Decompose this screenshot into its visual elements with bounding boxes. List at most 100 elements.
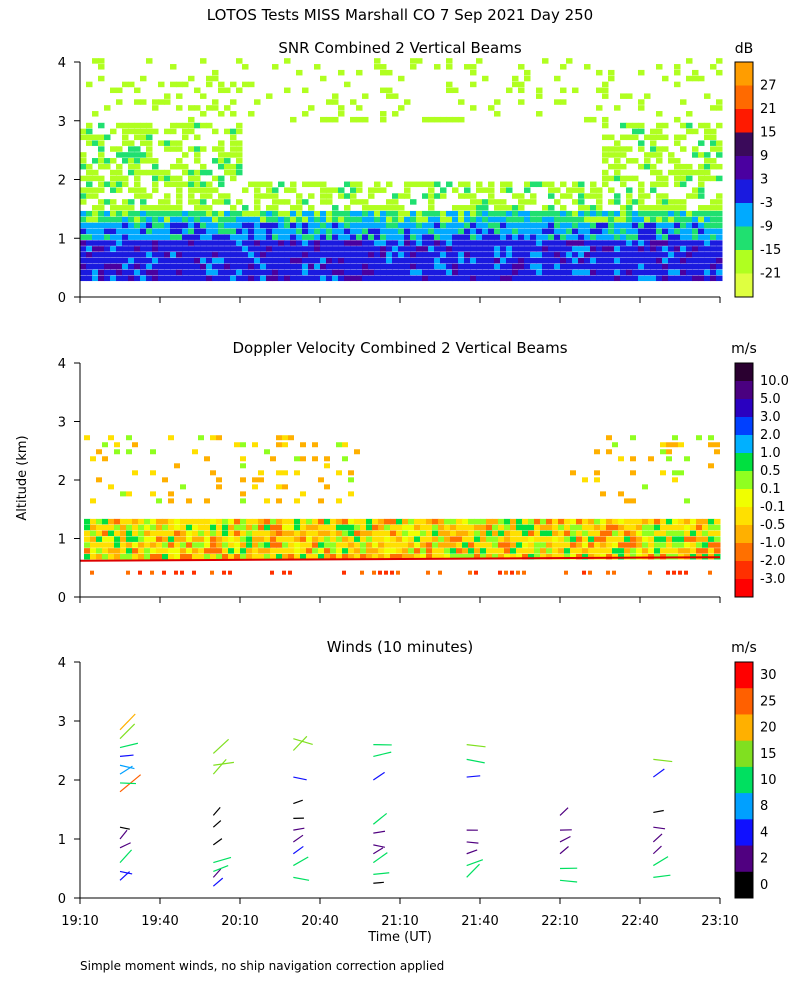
snr-cell [494, 252, 501, 258]
snr-cell [176, 193, 183, 199]
snr-cell [542, 246, 549, 252]
snr-cell [512, 252, 519, 258]
snr-cell [458, 240, 465, 246]
doppler-cell [168, 435, 174, 441]
snr-cell [314, 228, 321, 235]
doppler-cell [348, 530, 355, 537]
snr-cell [608, 69, 615, 76]
snr-cell [338, 69, 345, 76]
snr-cell [716, 216, 723, 223]
snr-cell [134, 99, 141, 105]
snr-cell [164, 269, 171, 276]
snr-cell [500, 246, 507, 252]
snr-cell [194, 246, 201, 252]
wind-vector [653, 856, 669, 867]
snr-cell [284, 252, 291, 258]
snr-cell [638, 275, 645, 282]
snr-cell [98, 163, 105, 170]
doppler-cell [240, 518, 247, 525]
snr-cell [542, 210, 549, 217]
snr-cell [464, 216, 471, 223]
snr-cell [140, 134, 147, 141]
snr-cell [386, 257, 393, 264]
doppler-cell [564, 524, 571, 531]
snr-cell [302, 216, 309, 223]
snr-cell [446, 58, 453, 64]
snr-cell [140, 228, 147, 235]
doppler-cell [672, 536, 679, 542]
snr-cell [638, 252, 645, 258]
doppler-cell [600, 553, 607, 560]
snr-cell [356, 116, 363, 123]
doppler-cell [558, 548, 565, 554]
snr-cell [98, 181, 105, 188]
snr-cell [386, 240, 393, 246]
snr-cell [632, 210, 639, 217]
snr-cell [698, 210, 705, 217]
doppler-cell [630, 530, 637, 537]
doppler-cell [300, 530, 307, 537]
snr-cell [326, 228, 333, 235]
snr-cell [698, 275, 705, 282]
snr-cell [716, 140, 723, 146]
snr-cell [596, 257, 603, 264]
snr-cell [548, 263, 555, 270]
snr-cell [284, 257, 291, 264]
snr-cell [278, 257, 285, 264]
snr-cell [620, 246, 627, 252]
snr-cell [176, 199, 183, 205]
snr-cell [104, 263, 111, 270]
doppler-cell [624, 536, 631, 542]
figure-title: LOTOS Tests MISS Marshall CO 7 Sep 2021 … [207, 6, 593, 24]
doppler-cell [324, 524, 331, 531]
snr-cell [584, 193, 591, 199]
snr-cell [302, 275, 309, 282]
doppler-title: Doppler Velocity Combined 2 Vertical Bea… [232, 339, 567, 357]
snr-cell [236, 246, 243, 252]
snr-cell [152, 246, 159, 252]
snr-cell [608, 269, 615, 276]
snr-cell [290, 116, 297, 123]
snr-cell [182, 152, 189, 158]
snr-cell [710, 105, 717, 111]
footnote: Simple moment winds, no ship navigation … [80, 959, 444, 973]
doppler-cell [372, 542, 379, 548]
snr-cell [428, 210, 435, 217]
snr-cell [380, 257, 387, 264]
snr-cell [242, 222, 249, 229]
doppler-cell [132, 542, 139, 548]
snr-cell [146, 257, 153, 264]
doppler-cell [408, 536, 415, 542]
snr-cell [224, 228, 231, 235]
snr-cell [572, 257, 579, 264]
snr-cell [92, 175, 99, 182]
doppler-cell [306, 536, 313, 542]
snr-cell [560, 275, 567, 282]
doppler-cell [156, 518, 163, 525]
snr-cell [710, 158, 717, 164]
snr-cell [206, 234, 213, 240]
snr-cell [308, 257, 315, 264]
snr-cell [602, 216, 609, 223]
snr-cell [632, 175, 639, 182]
snr-cell [146, 134, 153, 141]
snr-cell [158, 263, 165, 270]
snr-cell [116, 163, 123, 170]
snr-cell [632, 252, 639, 258]
doppler-cell [540, 548, 547, 554]
winds-colorbar-label: 20 [760, 721, 777, 736]
snr-cell [512, 210, 519, 217]
winds-colorbar-label: 0 [760, 878, 768, 893]
snr-cell [308, 205, 315, 211]
doppler-colorbar-label: 2.0 [760, 428, 781, 443]
snr-cell [614, 246, 621, 252]
snr-cell [110, 175, 117, 182]
doppler-cell [270, 518, 277, 525]
snr-cell [326, 199, 333, 205]
snr-cell [662, 75, 669, 82]
doppler-cell [282, 442, 288, 448]
snr-cell [470, 275, 477, 282]
snr-cell [140, 234, 147, 240]
snr-cell [698, 228, 705, 235]
snr-cell [380, 246, 387, 252]
